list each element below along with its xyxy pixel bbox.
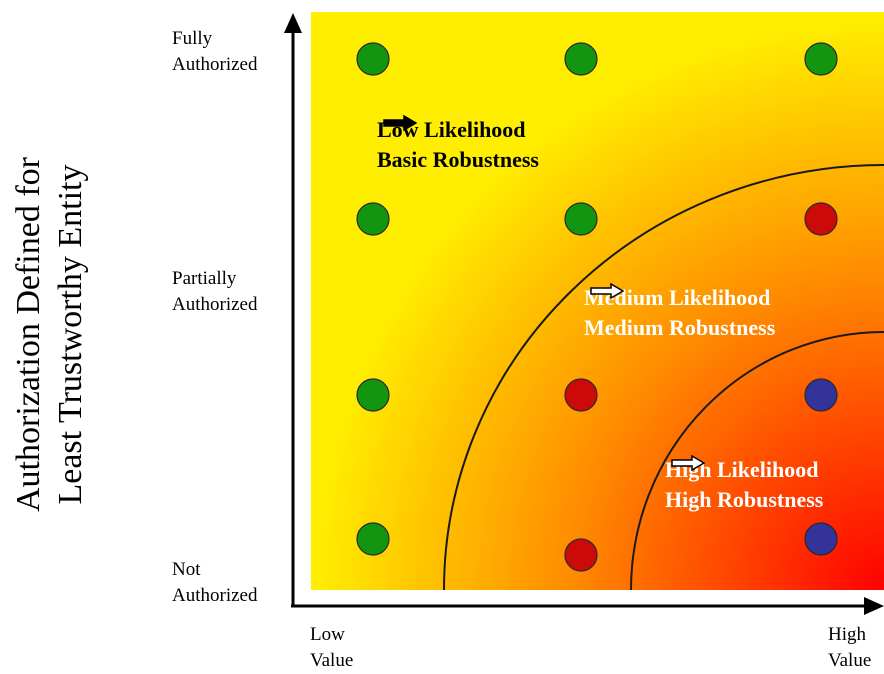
- y-tick-partially-authorized: Partially Authorized: [172, 266, 257, 318]
- x-axis-arrowhead: [864, 597, 884, 615]
- y-tick-fully-authorized: Fully Authorized: [172, 26, 257, 78]
- green-dot: [804, 42, 838, 76]
- y-tick-line1: Not: [172, 559, 201, 580]
- white-arrow-icon: [671, 455, 705, 471]
- x-tick-low-value: Low Value: [310, 622, 353, 674]
- y-tick-line1: Partially: [172, 268, 237, 289]
- green-dot: [356, 202, 390, 236]
- zone-medium-likelihood: Medium Likelihood Medium Robustness: [584, 283, 775, 343]
- high-zone-boundary: [630, 331, 884, 591]
- green-dot: [356, 522, 390, 556]
- x-tick-high-value: High Value: [828, 622, 871, 674]
- y-tick-line2: Authorized: [172, 585, 258, 606]
- green-dot: [356, 42, 390, 76]
- white-arrow-icon: [590, 283, 624, 299]
- y-tick-line1: Fully: [172, 28, 213, 49]
- y-axis-arrowhead: [284, 13, 302, 33]
- black-arrow-icon: [383, 115, 417, 131]
- red-dot: [564, 538, 598, 572]
- y-axis-title-line2: Least Trustworthy Entity: [52, 164, 89, 505]
- blue-dot: [804, 522, 838, 556]
- zone-subtitle: High Robustness: [665, 487, 824, 512]
- x-tick-line1: High: [828, 624, 866, 645]
- x-tick-line2: Value: [310, 650, 354, 671]
- y-tick-line2: Authorized: [172, 294, 258, 315]
- medium-zone-boundary: [443, 164, 884, 591]
- y-tick-not-authorized: Not Authorized: [172, 557, 257, 609]
- red-dot: [804, 202, 838, 236]
- green-dot: [356, 378, 390, 412]
- x-tick-line2: Value: [828, 650, 872, 671]
- green-dot: [564, 202, 598, 236]
- zone-high-likelihood: High Likelihood High Robustness: [665, 455, 823, 515]
- assessment-dots: [356, 42, 838, 572]
- blue-dot: [804, 378, 838, 412]
- plot-background: [311, 12, 884, 590]
- y-tick-line2: Authorized: [172, 54, 258, 75]
- y-axis-title-line1: Authorization Defined for: [10, 157, 47, 512]
- zone-subtitle: Medium Robustness: [584, 315, 776, 340]
- x-tick-line1: Low: [310, 624, 345, 645]
- zone-low-likelihood: Low Likelihood Basic Robustness: [377, 115, 539, 175]
- red-dot: [564, 378, 598, 412]
- green-dot: [564, 42, 598, 76]
- y-axis-title: Authorization Defined for Least Trustwor…: [8, 0, 92, 669]
- zone-subtitle: Basic Robustness: [377, 147, 539, 172]
